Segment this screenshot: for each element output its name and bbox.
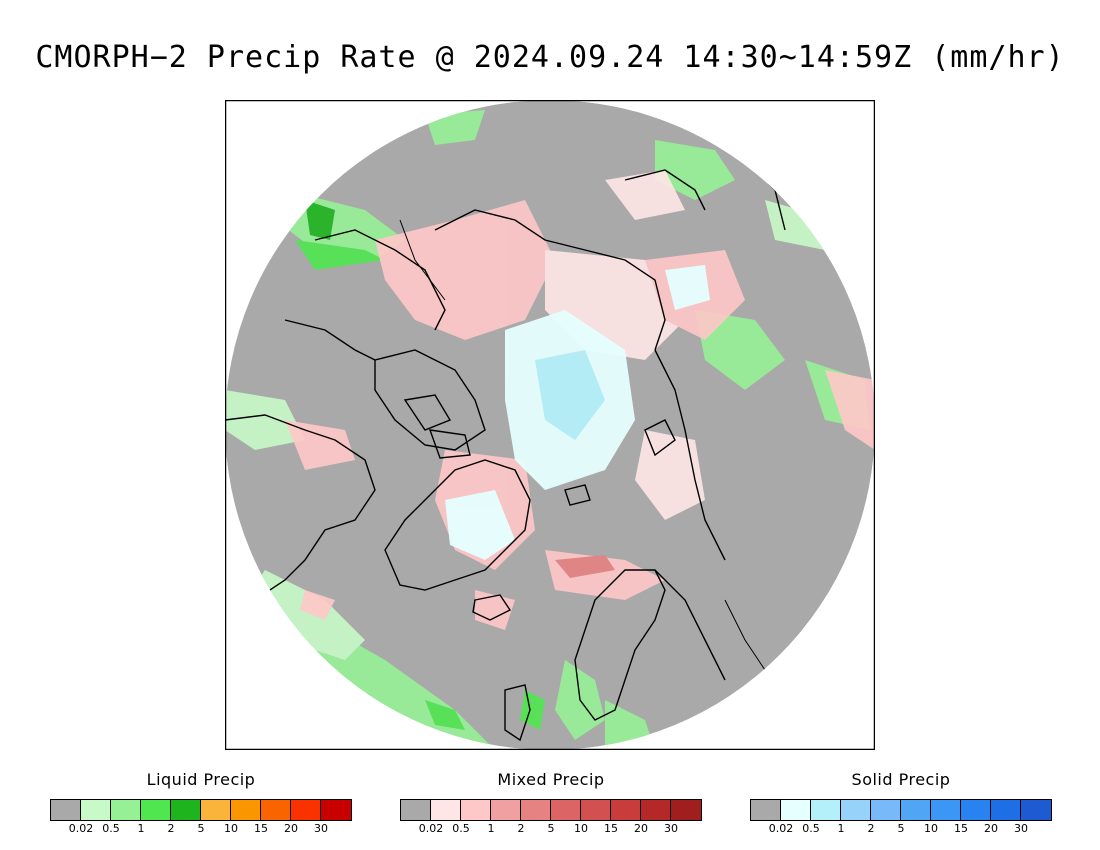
tick-labels-mixed: 0.02 0.5 1 2 5 10 15 20 30 — [400, 822, 702, 836]
swatch-liquid-7 — [261, 800, 291, 820]
swatch-solid-8 — [991, 800, 1021, 820]
swatch-solid-5 — [901, 800, 931, 820]
tick-label-mixed-0: 0.02 — [418, 822, 444, 835]
swatch-mixed-7 — [611, 800, 641, 820]
swatch-liquid-6 — [231, 800, 261, 820]
swatch-solid-2 — [811, 800, 841, 820]
canadian-archipelago-outline — [374, 349, 486, 451]
swatch-mixed-4 — [521, 800, 551, 820]
tick-label-liquid-7: 20 — [284, 822, 298, 835]
swatch-mixed-1 — [431, 800, 461, 820]
swatch-solid-3 — [841, 800, 871, 820]
tick-label-liquid-8: 30 — [314, 822, 328, 835]
tick-label-solid-3: 2 — [867, 822, 875, 835]
scandinavia-outline — [574, 569, 666, 721]
tick-label-liquid-1: 0.5 — [102, 822, 120, 835]
swatch-solid-6 — [931, 800, 961, 820]
swatch-liquid-2 — [111, 800, 141, 820]
precip-map — [225, 100, 875, 750]
greenland-outline — [384, 459, 531, 591]
north-america-coast — [225, 414, 376, 606]
tick-label-solid-7: 20 — [984, 822, 998, 835]
tick-label-solid-2: 1 — [837, 822, 845, 835]
tick-label-mixed-1: 0.5 — [452, 822, 470, 835]
swatch-solid-0 — [751, 800, 781, 820]
swatch-mixed-6 — [581, 800, 611, 820]
tick-label-mixed-8: 30 — [664, 822, 678, 835]
tick-label-liquid-6: 15 — [254, 822, 268, 835]
iceland-outline — [472, 594, 512, 621]
swatch-mixed-9 — [671, 800, 701, 820]
color-bar-mixed — [400, 799, 702, 821]
tick-label-liquid-3: 2 — [167, 822, 175, 835]
tick-label-mixed-5: 10 — [574, 822, 588, 835]
tick-label-liquid-2: 1 — [137, 822, 145, 835]
siberia-coast — [434, 209, 666, 351]
tick-label-mixed-6: 15 — [604, 822, 618, 835]
map-title: CMORPH−2 Precip Rate @ 2024.09.24 14:30~… — [35, 40, 1065, 75]
swatch-solid-7 — [961, 800, 991, 820]
swatch-mixed-3 — [491, 800, 521, 820]
tick-label-solid-0: 0.02 — [768, 822, 794, 835]
swatch-solid-1 — [781, 800, 811, 820]
legend-title-solid: Solid Precip — [851, 770, 951, 789]
swatch-liquid-4 — [171, 800, 201, 820]
solid-precip-areas — [445, 265, 710, 560]
tick-label-mixed-4: 5 — [547, 822, 555, 835]
swatch-liquid-0 — [51, 800, 81, 820]
legend-title-liquid: Liquid Precip — [146, 770, 256, 789]
swatch-liquid-3 — [141, 800, 171, 820]
tick-label-solid-5: 10 — [924, 822, 938, 835]
tick-label-mixed-3: 2 — [517, 822, 525, 835]
polar-map-svg — [225, 100, 875, 750]
tick-label-liquid-0: 0.02 — [68, 822, 94, 835]
tick-label-liquid-4: 5 — [197, 822, 205, 835]
swatch-mixed-8 — [641, 800, 671, 820]
tick-label-mixed-7: 20 — [634, 822, 648, 835]
tick-labels-solid: 0.02 0.5 1 2 5 10 15 20 30 — [750, 822, 1052, 836]
tick-label-solid-4: 5 — [897, 822, 905, 835]
color-bar-liquid — [50, 799, 352, 821]
alaska-coast — [314, 229, 446, 331]
swatch-solid-4 — [871, 800, 901, 820]
swatch-mixed-0 — [401, 800, 431, 820]
map-frame — [225, 100, 875, 750]
swatch-liquid-1 — [81, 800, 111, 820]
tick-label-solid-1: 0.5 — [802, 822, 820, 835]
swatch-liquid-8 — [291, 800, 321, 820]
swatch-mixed-2 — [461, 800, 491, 820]
legend-solid: Solid Precip 0.02 0.5 1 2 5 10 15 20 30 — [750, 770, 1052, 836]
color-bar-solid — [750, 799, 1052, 821]
swatch-liquid-9 — [321, 800, 351, 820]
tick-label-mixed-2: 1 — [487, 822, 495, 835]
legend-mixed: Mixed Precip 0.02 0.5 1 2 5 10 15 20 30 — [400, 770, 702, 836]
swatch-liquid-5 — [201, 800, 231, 820]
tick-labels-liquid: 0.02 0.5 1 2 5 10 15 20 30 — [50, 822, 352, 836]
legend-title-mixed: Mixed Precip — [497, 770, 605, 789]
uk-outline — [504, 684, 531, 742]
legend-liquid: Liquid Precip 0.02 0.5 1 2 5 10 15 20 30 — [50, 770, 352, 836]
tick-label-solid-8: 30 — [1014, 822, 1028, 835]
swatch-solid-9 — [1021, 800, 1051, 820]
swatch-mixed-5 — [551, 800, 581, 820]
tick-label-solid-6: 15 — [954, 822, 968, 835]
tick-label-liquid-5: 10 — [224, 822, 238, 835]
